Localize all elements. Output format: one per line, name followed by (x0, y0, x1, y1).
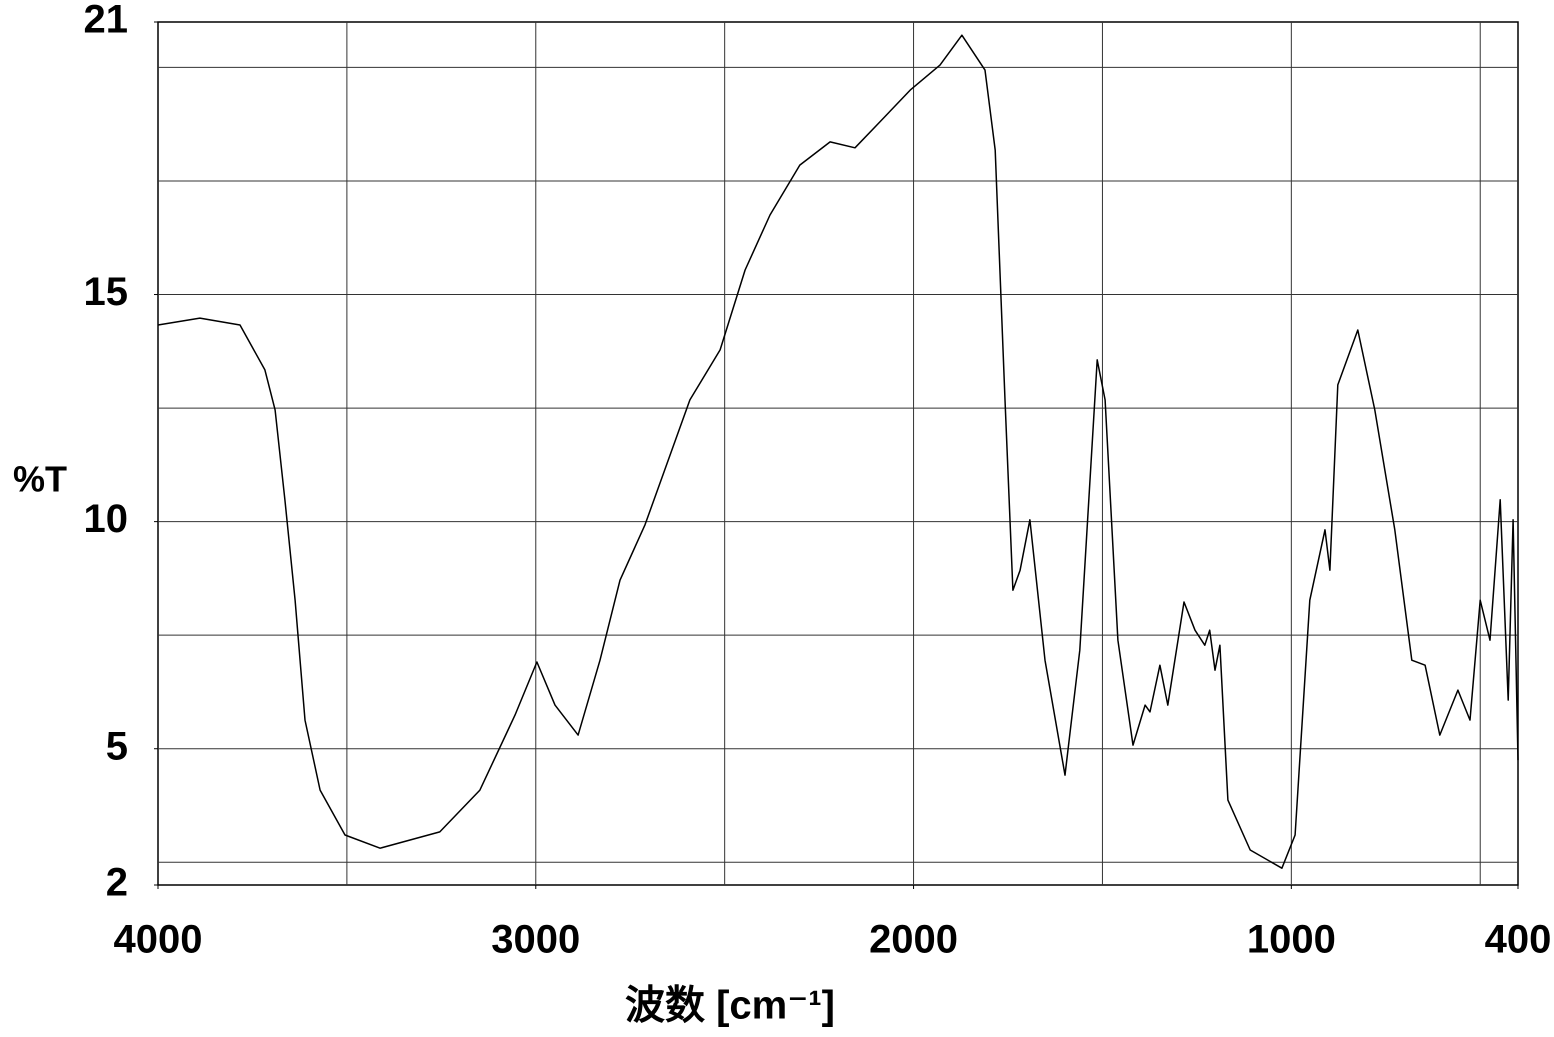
spectrum-line (157, 34, 1519, 869)
y-tick-label: 2 (106, 861, 128, 905)
x-tick-label: 400 (1485, 918, 1552, 962)
y-tick-label: 15 (84, 270, 129, 314)
x-tick-label: 1000 (1247, 918, 1336, 962)
x-tick-label: 2000 (869, 918, 958, 962)
y-tick-label: 5 (106, 724, 128, 768)
y-tick-label: 21 (84, 0, 129, 42)
plot-frame (157, 21, 1519, 886)
x-axis-label: 波数 [cm⁻¹] (625, 984, 835, 1028)
y-tick-label: 10 (84, 497, 129, 541)
y-axis-label: %T (13, 459, 67, 500)
x-tick-label: 4000 (114, 918, 203, 962)
x-tick-label: 3000 (491, 918, 580, 962)
